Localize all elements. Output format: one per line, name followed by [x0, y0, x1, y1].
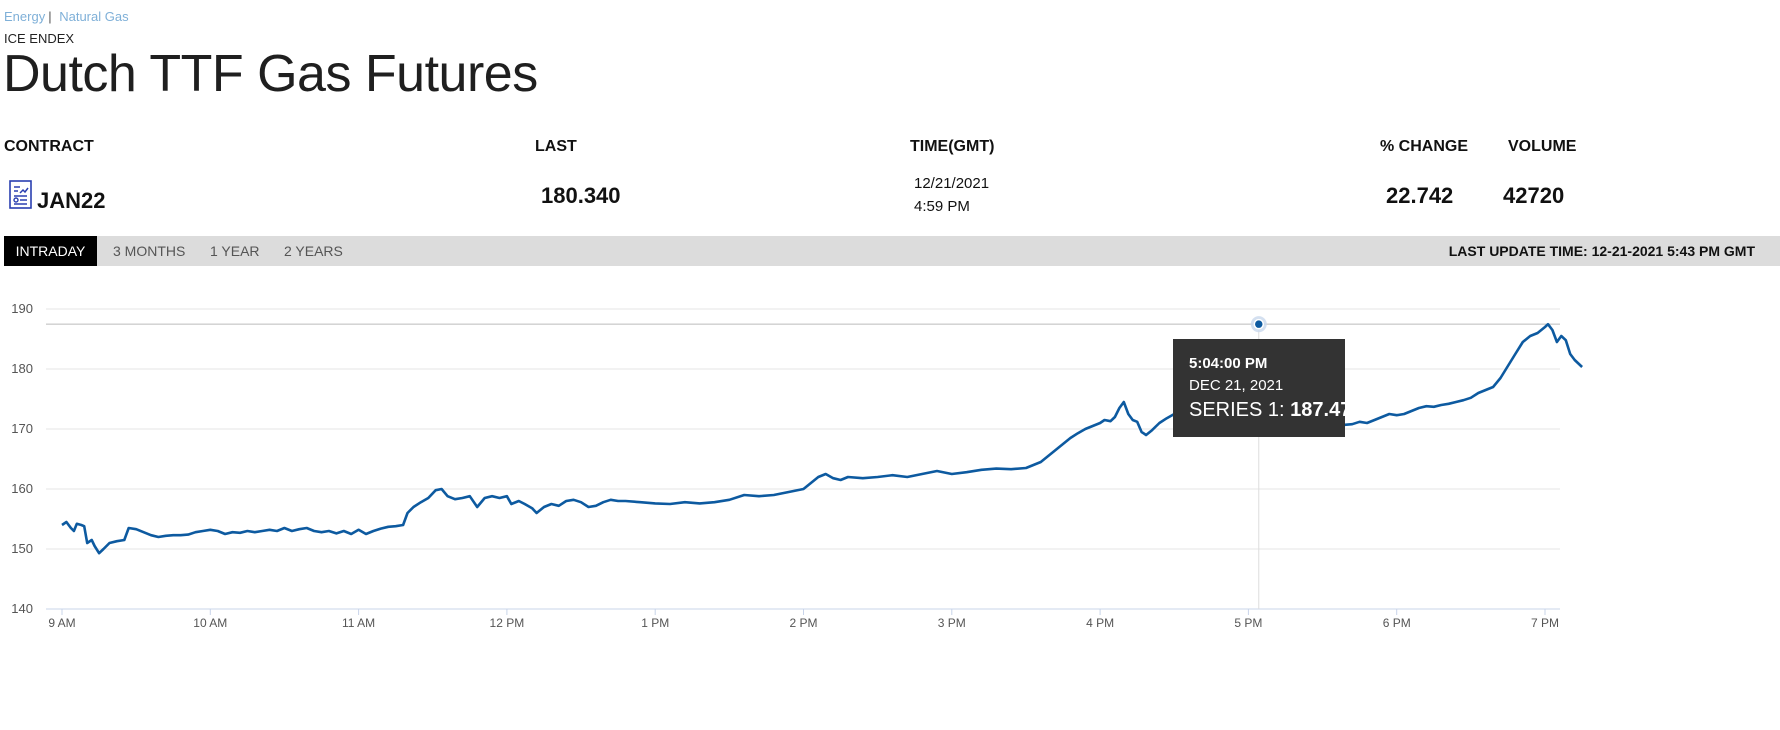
time-header: TIME(GMT) [910, 138, 995, 155]
page-title: Dutch TTF Gas Futures [3, 45, 538, 103]
last-value: 180.340 [541, 183, 621, 208]
highlight-point [1253, 318, 1265, 330]
tooltip-time: 5:04:00 PM [1189, 355, 1268, 372]
tooltip-date: DEC 21, 2021 [1189, 377, 1284, 394]
x-tick-label: 12 PM [490, 616, 525, 630]
tooltip-series-label: SERIES 1: [1189, 399, 1285, 421]
tooltip-value: SERIES 1: 187.47 [1189, 399, 1351, 422]
range-tab-bar: INTRADAY 3 MONTHS 1 YEAR 2 YEARS LAST UP… [4, 236, 1780, 266]
x-tick-label: 9 AM [48, 616, 75, 630]
contract-header: CONTRACT [4, 138, 94, 155]
volume-value: 42720 [1503, 183, 1565, 208]
exchange-label: ICE ENDEX [4, 31, 75, 46]
last-update-time: LAST UPDATE TIME: 12-21-2021 5:43 PM GMT [1448, 243, 1755, 259]
x-tick-label: 1 PM [641, 616, 669, 630]
time-clock-value: 4:59 PM [914, 198, 970, 215]
y-tick-label: 160 [11, 481, 33, 496]
tab-2-years[interactable]: 2 YEARS [284, 243, 343, 259]
tab-intraday[interactable]: INTRADAY [4, 236, 97, 266]
series-1-line [61, 322, 1583, 555]
chart-tooltip: 5:04:00 PM DEC 21, 2021 SERIES 1: 187.47 [1173, 339, 1351, 437]
contract-chart-icon[interactable] [9, 180, 33, 210]
last-header: LAST [535, 138, 577, 155]
x-tick-label: 2 PM [789, 616, 817, 630]
breadcrumb-energy-link[interactable]: Energy [4, 9, 46, 24]
x-tick-label: 11 AM [342, 616, 375, 630]
time-date-value: 12/21/2021 [914, 175, 990, 192]
x-tick-label: 7 PM [1531, 616, 1559, 630]
volume-header: VOLUME [1508, 138, 1577, 155]
y-tick-label: 180 [11, 361, 33, 376]
y-tick-label: 140 [11, 601, 33, 616]
breadcrumb: Energy | Natural Gas [4, 9, 129, 24]
y-tick-label: 170 [11, 421, 33, 436]
change-header: % CHANGE [1380, 138, 1469, 155]
tooltip-series-value: 187.47 [1290, 399, 1352, 421]
breadcrumb-separator: | [48, 9, 52, 24]
x-tick-label: 10 AM [193, 616, 227, 630]
tab-1-year[interactable]: 1 YEAR [210, 243, 260, 259]
x-tick-label: 4 PM [1086, 616, 1114, 630]
y-tick-label: 150 [11, 541, 33, 556]
x-tick-label: 3 PM [938, 616, 966, 630]
intraday-price-chart[interactable]: 140 150 160 170 180 190 9 AM 10 AM 11 AM 12 PM 1 P… [0, 266, 1780, 636]
y-tick-label: 190 [11, 301, 33, 316]
contract-value[interactable]: JAN22 [37, 188, 106, 213]
change-value: 22.742 [1386, 183, 1454, 208]
breadcrumb-natural-gas-link[interactable]: Natural Gas [59, 9, 129, 24]
x-tick-label: 6 PM [1383, 616, 1411, 630]
tab-3-months[interactable]: 3 MONTHS [113, 243, 186, 259]
x-tick-label: 5 PM [1234, 616, 1262, 630]
